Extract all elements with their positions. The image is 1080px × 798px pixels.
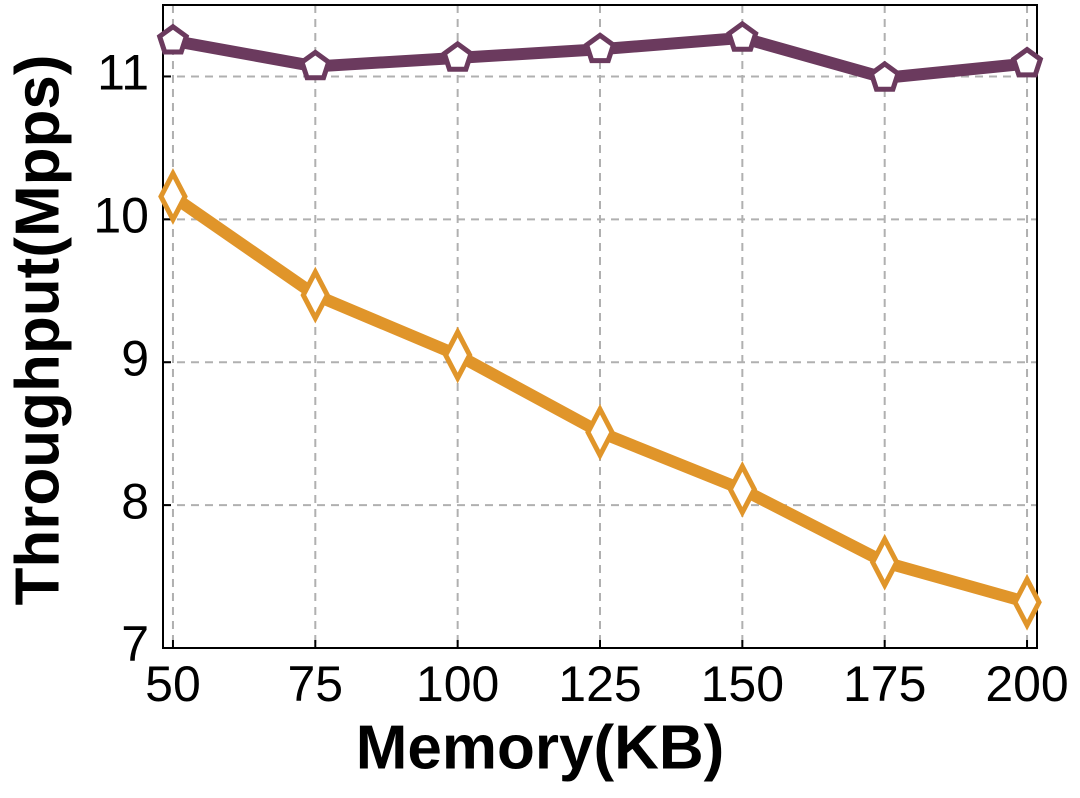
x-tick-label: 100 (416, 656, 499, 712)
point-marker (868, 60, 901, 92)
y-axis-title: Throughput(Mpps) (3, 55, 72, 606)
y-tick-label: 9 (121, 330, 149, 386)
point-marker (156, 23, 190, 55)
x-tick-label: 150 (701, 656, 784, 712)
x-tick-label: 50 (145, 656, 201, 712)
point-marker (300, 266, 331, 324)
x-axis-title: Memory(KB) (356, 713, 725, 782)
point-marker (727, 460, 758, 518)
point-marker (158, 168, 188, 225)
point-marker (1010, 46, 1044, 78)
x-tick-label: 200 (985, 656, 1068, 712)
point-marker (441, 40, 474, 72)
point-marker (869, 533, 900, 591)
y-tick-label: 11 (97, 45, 149, 101)
x-tick-label: 75 (287, 656, 343, 712)
x-tick-label: 125 (558, 656, 641, 712)
point-marker (585, 403, 615, 461)
y-tick-label: 7 (121, 616, 149, 672)
plot-frame (162, 4, 1038, 649)
y-tick-label: 8 (121, 473, 149, 529)
point-marker (442, 326, 473, 384)
point-marker (1012, 573, 1042, 631)
point-marker (726, 20, 759, 52)
y-tick-label: 10 (93, 188, 149, 244)
point-marker (583, 32, 617, 64)
point-marker (299, 49, 332, 81)
x-tick-label: 175 (843, 656, 926, 712)
